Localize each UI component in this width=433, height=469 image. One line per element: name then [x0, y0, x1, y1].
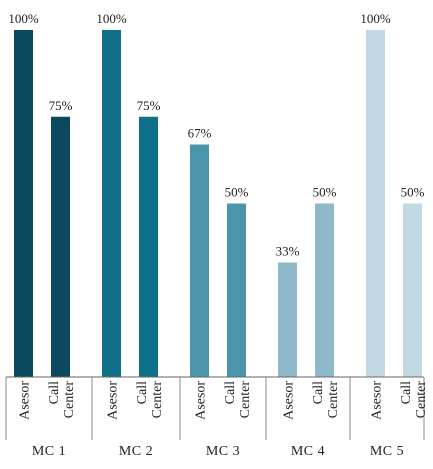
- category-label: Call: [399, 381, 414, 404]
- value-label: 75%: [49, 98, 73, 113]
- value-label: 75%: [137, 98, 161, 113]
- bar-asesor-group-2: [102, 30, 121, 377]
- group-label: MC 4: [291, 444, 325, 459]
- bar-asesor-group-3: [190, 144, 209, 377]
- group-labels-layer: MC 1 MC 2 MC 3 MC 4 MC 5: [32, 444, 404, 459]
- bar-call-center-group-4: [315, 203, 334, 377]
- value-label: 100%: [360, 11, 391, 26]
- group-label: MC 2: [119, 444, 153, 459]
- group-label: MC 5: [370, 444, 404, 459]
- category-label: Center: [414, 381, 429, 419]
- bar-call-center-group-3: [227, 203, 246, 377]
- category-label: Center: [62, 381, 77, 419]
- category-label: Center: [150, 381, 165, 419]
- category-label: Call: [311, 381, 326, 404]
- value-labels-layer: 100% 75% 100% 75% 67% 50% 33% 50% 100% 50%: [8, 11, 424, 258]
- value-label: 33%: [276, 243, 300, 258]
- bar-call-center-group-1: [51, 116, 70, 377]
- x-axis: [5, 376, 425, 440]
- group-label: MC 3: [206, 444, 240, 459]
- category-label: Call: [223, 381, 238, 404]
- bar-asesor-group-1: [14, 30, 33, 377]
- bar-asesor-group-5: [366, 30, 385, 377]
- category-label: Asesor: [282, 381, 297, 420]
- value-label: 50%: [313, 185, 337, 200]
- bar-call-center-group-5: [403, 203, 422, 377]
- value-label: 50%: [225, 185, 249, 200]
- category-label: Asesor: [18, 381, 33, 420]
- value-label: 100%: [96, 11, 127, 26]
- category-label: Asesor: [370, 381, 385, 420]
- category-label: Center: [326, 381, 341, 419]
- bar-asesor-group-4: [278, 262, 297, 377]
- category-label: Center: [238, 381, 253, 419]
- group-label: MC 1: [32, 444, 66, 459]
- category-labels-layer: Asesor Call Center Asesor Call Center Asesor Ca…: [18, 381, 430, 420]
- category-label: Asesor: [194, 381, 209, 420]
- bars-layer: [14, 30, 422, 377]
- category-label: Asesor: [106, 381, 121, 420]
- category-label: Call: [135, 381, 150, 404]
- value-label: 50%: [401, 185, 425, 200]
- value-label: 100%: [8, 11, 39, 26]
- bar-call-center-group-2: [139, 116, 158, 377]
- value-label: 67%: [188, 126, 212, 141]
- category-label: Call: [47, 381, 62, 404]
